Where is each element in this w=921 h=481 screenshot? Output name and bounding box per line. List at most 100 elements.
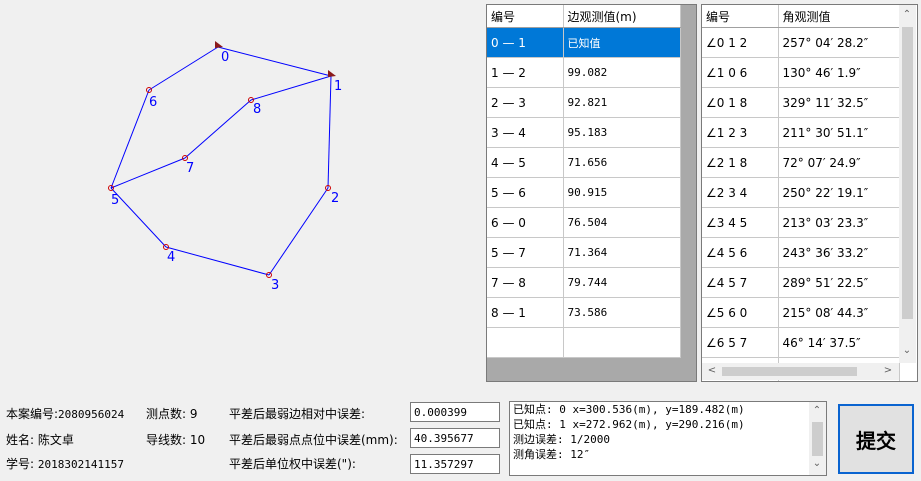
table-row[interactable]: ∠5 6 0 215° 08′ 44.3″ bbox=[702, 297, 900, 328]
angle-value-cell[interactable]: 250° 22′ 19.1″ bbox=[778, 177, 900, 208]
angle-id-cell[interactable]: ∠3 4 5 bbox=[702, 207, 779, 238]
angle-col-value-header[interactable]: 角观测值 bbox=[778, 5, 900, 28]
edge-id-cell[interactable]: 0 — 1 bbox=[487, 27, 564, 58]
edge-id-cell[interactable]: 5 — 7 bbox=[487, 237, 564, 268]
edge-id-cell[interactable]: 5 — 6 bbox=[487, 177, 564, 208]
angle-value-cell[interactable]: 46° 14′ 37.5″ bbox=[778, 327, 900, 358]
table-row[interactable]: ∠0 1 8 329° 11′ 32.5″ bbox=[702, 87, 900, 118]
table-row[interactable]: ∠4 5 7 289° 51′ 22.5″ bbox=[702, 267, 900, 298]
table-row[interactable]: 7 — 8 79.744 bbox=[487, 267, 681, 298]
table-row[interactable]: ∠3 4 5 213° 03′ 23.3″ bbox=[702, 207, 900, 238]
info-textarea[interactable]: 已知点: 0 x=300.536(m), y=189.482(m) 已知点: 1… bbox=[509, 401, 827, 476]
angle-id-cell[interactable]: ∠2 1 8 bbox=[702, 147, 779, 178]
edge-value-cell[interactable]: 92.821 bbox=[563, 87, 681, 118]
student-name-label: 姓名: bbox=[6, 433, 35, 447]
table-row[interactable]: 5 — 7 71.364 bbox=[487, 237, 681, 268]
table-row[interactable]: 8 — 1 73.586 bbox=[487, 297, 681, 328]
edge-id-cell[interactable]: 1 — 2 bbox=[487, 57, 564, 88]
edge-value-cell[interactable]: 已知值 bbox=[563, 27, 681, 58]
angle-id-cell[interactable]: ∠1 0 6 bbox=[702, 57, 779, 88]
line-count: 导线数: 10 bbox=[146, 431, 205, 448]
scroll-up-icon[interactable]: ⌃ bbox=[812, 405, 822, 416]
table-row[interactable]: ∠4 5 6 243° 36′ 33.2″ bbox=[702, 237, 900, 268]
info-scroll-thumb[interactable] bbox=[812, 422, 823, 456]
table-row[interactable]: 3 — 4 95.183 bbox=[487, 117, 681, 148]
scroll-right-icon[interactable]: > bbox=[883, 365, 893, 376]
submit-button[interactable]: 提交 bbox=[838, 404, 914, 474]
info-line: 测角误差: 12″ bbox=[513, 448, 591, 461]
angle-id-cell[interactable]: ∠0 1 8 bbox=[702, 87, 779, 118]
weakest-edge-value[interactable]: 0.000399 bbox=[410, 402, 500, 422]
edge-id-cell[interactable]: 2 — 3 bbox=[487, 87, 564, 118]
table-row[interactable]: 6 — 0 76.504 bbox=[487, 207, 681, 238]
scroll-down-icon[interactable]: ⌄ bbox=[812, 458, 822, 469]
edge-id-cell[interactable]: 6 — 0 bbox=[487, 207, 564, 238]
edge-value-cell[interactable]: 90.915 bbox=[563, 177, 681, 208]
angle-id-cell[interactable]: ∠1 2 3 bbox=[702, 117, 779, 148]
edge-value-cell[interactable]: 76.504 bbox=[563, 207, 681, 238]
angle-value-cell[interactable]: 215° 08′ 44.3″ bbox=[778, 297, 900, 328]
edge-id-cell[interactable]: 3 — 4 bbox=[487, 117, 564, 148]
angle-value-cell[interactable]: 289° 51′ 22.5″ bbox=[778, 267, 900, 298]
edge-value-cell[interactable]: 71.656 bbox=[563, 147, 681, 178]
edge-id-cell[interactable]: 8 — 1 bbox=[487, 297, 564, 328]
angle-id-cell[interactable]: ∠4 5 7 bbox=[702, 267, 779, 298]
table-row[interactable]: 2 — 3 92.821 bbox=[487, 87, 681, 118]
edge-value-cell[interactable]: 95.183 bbox=[563, 117, 681, 148]
edge-line-2-3 bbox=[268, 187, 329, 276]
edge-value-cell[interactable]: 99.082 bbox=[563, 57, 681, 88]
edge-observation-table[interactable]: 编号 边观测值(m) 0 — 1 已知值 1 — 2 99.082 2 — 3 92.82… bbox=[486, 4, 697, 382]
scroll-down-icon[interactable]: ⌄ bbox=[902, 345, 912, 356]
table-row[interactable]: 0 — 1 已知值 bbox=[487, 27, 681, 58]
edge-value-cell[interactable]: 79.744 bbox=[563, 267, 681, 298]
angle-id-cell[interactable]: ∠5 6 0 bbox=[702, 297, 779, 328]
table-row[interactable]: ∠2 3 4 250° 22′ 19.1″ bbox=[702, 177, 900, 208]
table-row[interactable]: 4 — 5 71.656 bbox=[487, 147, 681, 178]
angle-value-cell[interactable]: 72° 07′ 24.9″ bbox=[778, 147, 900, 178]
angle-horizontal-scrollbar[interactable]: < > bbox=[702, 363, 899, 380]
angle-vertical-scrollbar[interactable]: ⌃ ⌄ bbox=[899, 5, 916, 363]
unit-weight-label: 平差后单位权中误差("): bbox=[229, 457, 356, 471]
edge-value-cell[interactable]: 73.586 bbox=[563, 297, 681, 328]
scroll-up-icon[interactable]: ⌃ bbox=[902, 9, 912, 20]
table-row[interactable]: ∠2 1 8 72° 07′ 24.9″ bbox=[702, 147, 900, 178]
scroll-thumb[interactable] bbox=[902, 27, 913, 319]
angle-id-cell[interactable]: ∠6 5 7 bbox=[702, 327, 779, 358]
point-marker-7 bbox=[182, 155, 188, 161]
edge-col-id-header[interactable]: 编号 bbox=[487, 5, 564, 28]
edge-line-7-8 bbox=[184, 99, 252, 159]
angle-id-cell[interactable]: ∠0 1 2 bbox=[702, 27, 779, 58]
edge-line-8-1 bbox=[250, 75, 332, 101]
angle-observation-table[interactable]: 编号 角观测值 ∠0 1 2 257° 04′ 28.2″ ∠1 0 6 130° 4… bbox=[701, 4, 918, 382]
weakest-point-label: 平差后最弱点点位中误差(mm): bbox=[229, 433, 398, 447]
edge-col-value-header[interactable]: 边观测值(m) bbox=[563, 5, 681, 28]
scroll-left-icon[interactable]: < bbox=[707, 365, 717, 376]
table-row-empty[interactable] bbox=[487, 327, 681, 358]
table-row[interactable]: ∠1 2 3 211° 30′ 51.1″ bbox=[702, 117, 900, 148]
table-row[interactable]: ∠0 1 2 257° 04′ 28.2″ bbox=[702, 27, 900, 58]
angle-col-id-header[interactable]: 编号 bbox=[702, 5, 779, 28]
info-scrollbar[interactable]: ⌃ ⌄ bbox=[809, 402, 826, 475]
angle-value-cell[interactable]: 130° 46′ 1.9″ bbox=[778, 57, 900, 88]
student-name: 姓名: 陈文卓 bbox=[6, 431, 74, 448]
angle-value-cell[interactable]: 243° 36′ 33.2″ bbox=[778, 237, 900, 268]
table-row[interactable]: 5 — 6 90.915 bbox=[487, 177, 681, 208]
unit-weight-value[interactable]: 11.357297 bbox=[410, 454, 500, 474]
edge-value-cell[interactable]: 71.364 bbox=[563, 237, 681, 268]
point-marker-6 bbox=[146, 87, 152, 93]
angle-value-cell[interactable]: 213° 03′ 23.3″ bbox=[778, 207, 900, 238]
angle-value-cell[interactable]: 257° 04′ 28.2″ bbox=[778, 27, 900, 58]
angle-id-cell[interactable]: ∠4 5 6 bbox=[702, 237, 779, 268]
angle-value-cell[interactable]: 211° 30′ 51.1″ bbox=[778, 117, 900, 148]
table-row[interactable]: ∠6 5 7 46° 14′ 37.5″ bbox=[702, 327, 900, 358]
edge-id-cell[interactable]: 4 — 5 bbox=[487, 147, 564, 178]
empty-cell[interactable] bbox=[487, 327, 564, 358]
empty-cell[interactable] bbox=[563, 327, 681, 358]
table-row[interactable]: ∠1 0 6 130° 46′ 1.9″ bbox=[702, 57, 900, 88]
angle-id-cell[interactable]: ∠2 3 4 bbox=[702, 177, 779, 208]
hscroll-thumb[interactable] bbox=[722, 367, 857, 376]
weakest-point-value[interactable]: 40.395677 bbox=[410, 428, 500, 448]
edge-id-cell[interactable]: 7 — 8 bbox=[487, 267, 564, 298]
table-row[interactable]: 1 — 2 99.082 bbox=[487, 57, 681, 88]
angle-value-cell[interactable]: 329° 11′ 32.5″ bbox=[778, 87, 900, 118]
